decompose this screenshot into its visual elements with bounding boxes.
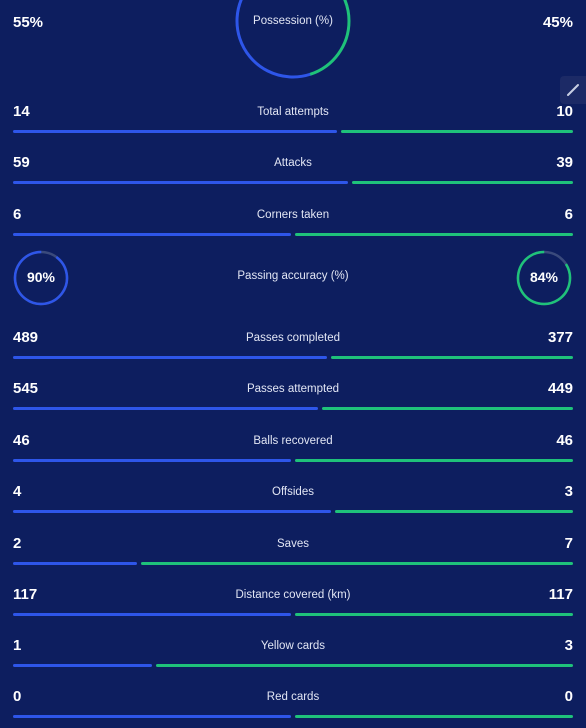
stat-home-bar [13,664,152,667]
edit-button[interactable] [560,76,586,104]
stat-home-value: 2 [13,535,22,552]
stat-label: Corners taken [256,209,330,221]
stat-away-bar [140,562,573,565]
stat-row-passes-attempted: 545 Passes attempted 449 [0,380,586,420]
stat-home-bar [13,562,137,565]
passing-accuracy-row: 90% Passing accuracy (%) 84% [0,249,586,307]
stat-home-value: 14 [13,103,30,120]
stat-home-bar [13,233,291,236]
stat-away-value: 0 [564,688,573,705]
stat-home-value: 1 [13,637,22,654]
stat-away-value: 39 [556,154,573,171]
stat-row-offsides: 4 Offsides 3 [0,483,586,523]
stat-row-red-cards: 0 Red cards 0 [0,688,586,728]
stat-label: Saves [277,538,309,550]
stat-away-bar [295,613,573,616]
possession-away-value: 45% [542,14,573,31]
passing-accuracy-away-ring [516,250,572,306]
passing-accuracy-label: Passing accuracy (%) [237,270,349,282]
stat-home-bar [13,459,291,462]
possession-home-arc [235,0,351,79]
stat-away-bar [334,510,573,513]
passing-accuracy-away-value: 84% [529,269,559,285]
passing-accuracy-home-ring [13,250,69,306]
possession-home-value: 55% [13,14,44,31]
stat-label: Total attempts [257,106,329,118]
stat-home-value: 46 [13,432,30,449]
stat-label: Red cards [266,691,320,703]
stat-label: Passes attempted [246,383,340,395]
stat-away-bar [156,664,573,667]
stat-label: Distance covered (km) [235,589,351,601]
stat-home-value: 0 [13,688,22,705]
stat-home-bar [13,613,291,616]
passing-accuracy-home-value: 90% [26,269,56,285]
stat-away-value: 6 [564,206,573,223]
stat-row-total-attempts: 14 Total attempts 10 [0,103,586,143]
stat-home-value: 6 [13,206,22,223]
stat-home-bar [13,181,348,184]
stat-away-bar [295,233,573,236]
pencil-icon [567,84,579,96]
stat-row-distance-covered: 117 Distance covered (km) 117 [0,586,586,626]
stat-row-balls-recovered: 46 Balls recovered 46 [0,432,586,472]
stat-label: Yellow cards [260,640,326,652]
stat-home-value: 4 [13,483,22,500]
stat-away-bar [295,715,573,718]
stat-away-value: 3 [564,483,573,500]
stat-home-value: 545 [13,380,39,397]
stat-home-bar [13,715,291,718]
possession-away-arc [235,0,351,79]
stat-away-value: 3 [564,637,573,654]
stat-row-saves: 2 Saves 7 [0,535,586,575]
stat-away-bar [351,181,573,184]
stat-away-bar [330,356,573,359]
stat-away-bar [341,130,573,133]
stat-away-bar [295,459,573,462]
stat-home-bar [13,407,318,410]
stat-label: Attacks [274,157,312,169]
stat-away-value: 46 [556,432,573,449]
stat-home-value: 489 [13,329,39,346]
stat-label: Offsides [272,486,314,498]
stat-home-value: 59 [13,154,30,171]
stat-away-value: 449 [547,380,573,397]
stat-home-bar [13,130,338,133]
stat-row-passes-completed: 489 Passes completed 377 [0,329,586,369]
stat-home-value: 117 [13,586,38,603]
possession-label: Possession (%) [253,15,333,27]
stat-away-value: 117 [548,586,573,603]
stat-label: Balls recovered [253,435,333,447]
possession-ring [235,0,351,79]
stat-away-value: 7 [564,535,573,552]
stat-away-value: 10 [556,103,573,120]
stat-row-corners-taken: 6 Corners taken 6 [0,206,586,246]
passing-accuracy-away-arc [516,250,572,306]
stat-row-yellow-cards: 1 Yellow cards 3 [0,637,586,677]
stat-label: Passes completed [246,332,340,344]
stat-home-bar [13,510,331,513]
stat-away-value: 377 [547,329,573,346]
stat-row-attacks: 59 Attacks 39 [0,154,586,194]
stat-away-bar [321,407,573,410]
stat-home-bar [13,356,327,359]
